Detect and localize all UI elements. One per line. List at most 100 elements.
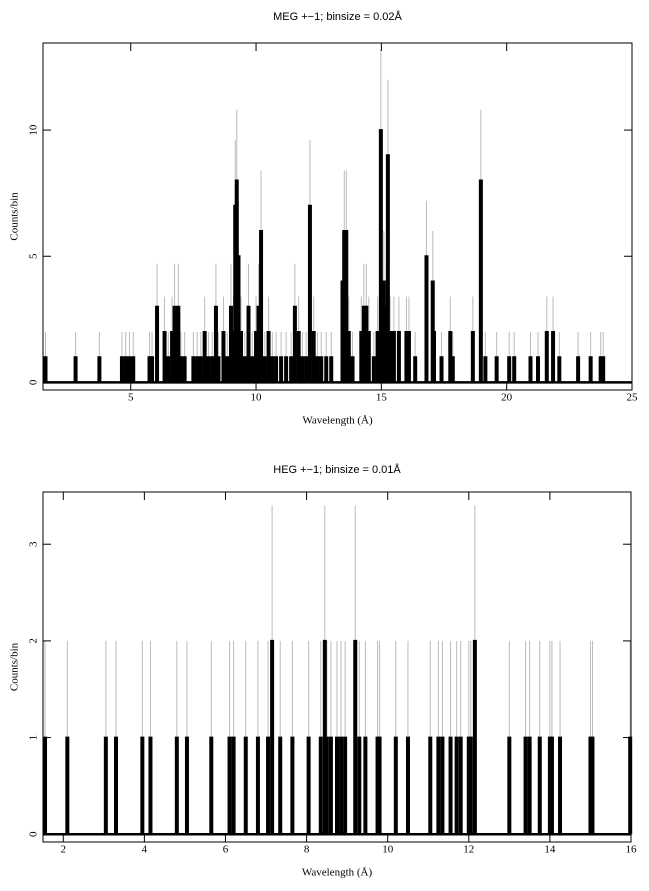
spike <box>472 639 477 835</box>
x-tick-label: 20 <box>501 392 513 404</box>
spike <box>162 330 167 383</box>
y-tick-label: 0 <box>28 379 40 385</box>
spike <box>307 204 312 383</box>
spike <box>123 356 128 383</box>
spike <box>148 736 153 835</box>
spike <box>536 356 541 383</box>
spike <box>440 736 445 835</box>
spike <box>174 736 179 835</box>
x-tick-label: 10 <box>382 844 394 856</box>
spike <box>306 736 311 835</box>
spike <box>324 356 329 383</box>
spike <box>544 330 549 383</box>
spike <box>103 736 108 835</box>
spike <box>357 736 362 835</box>
y-axis-label: Counts/bin <box>9 642 21 691</box>
spike <box>292 305 297 383</box>
spike <box>296 330 301 383</box>
spike <box>329 356 334 383</box>
spike <box>388 330 393 383</box>
spike <box>279 356 284 383</box>
spike <box>231 736 236 835</box>
spike <box>73 356 78 383</box>
spike <box>557 356 562 383</box>
y-tick-label: 0 <box>28 831 40 837</box>
spike <box>278 736 283 835</box>
spike <box>483 356 488 383</box>
spike <box>406 330 411 383</box>
spike <box>537 736 542 835</box>
spike <box>178 356 183 383</box>
spike <box>343 736 348 835</box>
spike <box>468 736 473 835</box>
spike <box>266 736 271 835</box>
spike <box>300 356 305 383</box>
y-axis-label: Counts/bin <box>9 192 21 241</box>
spike <box>324 736 329 835</box>
spike <box>346 330 351 383</box>
spike <box>396 330 401 383</box>
spike <box>413 356 418 383</box>
spike <box>339 736 344 835</box>
spike <box>378 129 383 383</box>
spike <box>588 356 593 383</box>
spike <box>210 356 215 383</box>
x-tick-label: 12 <box>463 844 474 856</box>
x-tick-label: 14 <box>544 844 556 856</box>
spike <box>458 736 463 835</box>
spike <box>216 356 221 383</box>
spike <box>97 356 102 383</box>
spike <box>127 356 132 383</box>
spike <box>140 736 145 835</box>
spike <box>266 330 271 383</box>
spike <box>213 305 218 383</box>
spike <box>558 736 563 835</box>
chart-title: HEG +−1; binsize = 0.01Å <box>273 463 401 476</box>
spike <box>43 356 48 383</box>
y-tick-label: 1 <box>28 735 40 741</box>
spike <box>206 356 211 383</box>
spike <box>290 736 295 835</box>
spike <box>448 736 453 835</box>
spike <box>549 736 554 835</box>
spike <box>371 356 376 383</box>
spike <box>523 736 528 835</box>
spike <box>344 230 349 383</box>
spike <box>270 356 275 383</box>
spike <box>191 356 196 383</box>
spike <box>391 330 396 383</box>
plot-frame <box>42 491 632 843</box>
spike <box>221 330 226 383</box>
spike <box>239 330 244 383</box>
spike <box>113 736 118 835</box>
spike <box>335 736 339 835</box>
spike <box>274 356 279 383</box>
spike <box>227 736 232 835</box>
spike <box>385 154 390 383</box>
spike <box>184 736 189 835</box>
spike <box>454 736 459 835</box>
spike <box>527 736 532 835</box>
spike <box>507 356 512 383</box>
spike <box>242 356 247 383</box>
spike <box>166 356 171 383</box>
spike <box>470 330 475 383</box>
x-axis-label: Wavelength (Å) <box>302 415 373 427</box>
spike <box>436 736 441 835</box>
spike <box>270 639 275 835</box>
spike <box>150 356 155 383</box>
x-tick-label: 15 <box>376 392 388 404</box>
spike <box>198 356 203 383</box>
spike <box>428 736 433 835</box>
spike <box>131 356 136 383</box>
spike <box>576 356 581 383</box>
spike <box>65 736 70 835</box>
spike <box>315 356 320 383</box>
spike <box>243 736 248 835</box>
spike <box>478 179 483 383</box>
spike <box>366 330 371 383</box>
spike <box>528 356 533 383</box>
spike <box>319 356 324 383</box>
spike <box>551 330 556 383</box>
